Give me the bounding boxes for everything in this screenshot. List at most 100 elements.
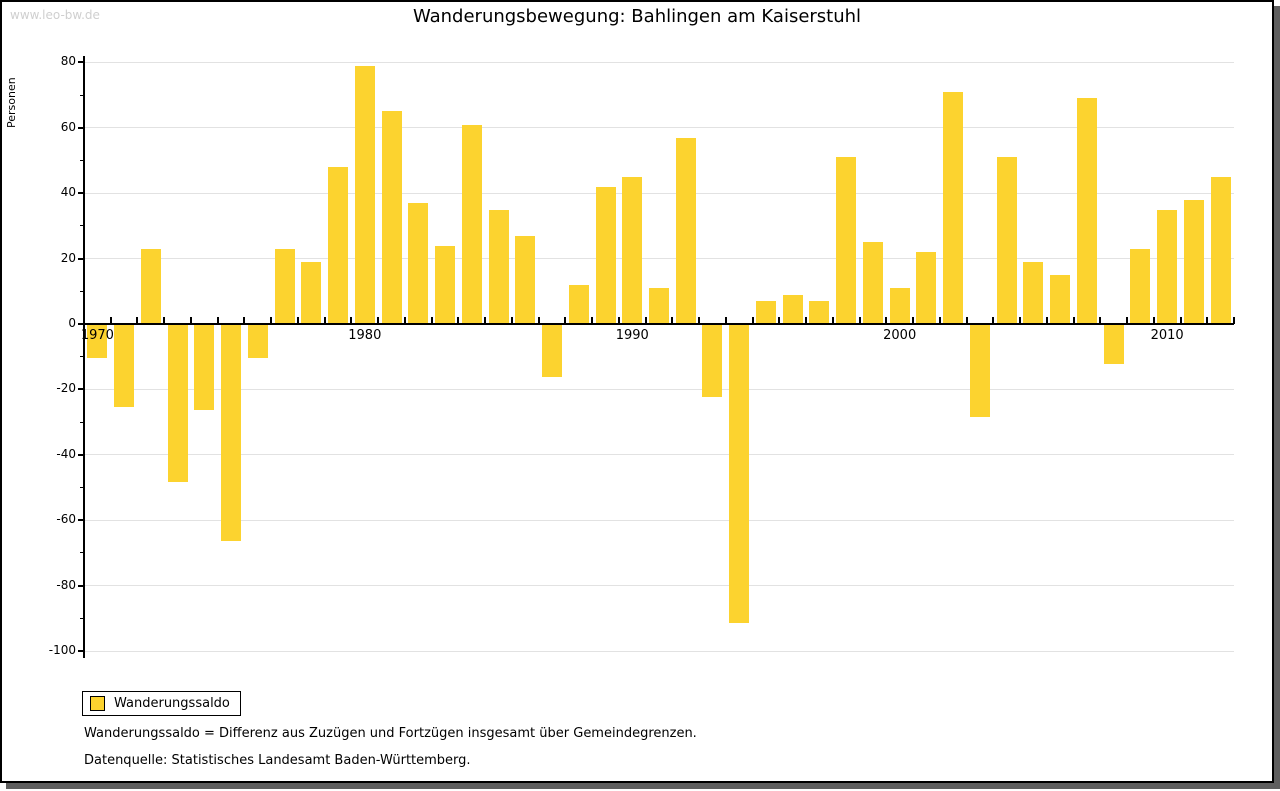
gridline-y--80: [84, 585, 1234, 587]
x-tick-26: [778, 317, 781, 324]
bar-1980: [354, 65, 375, 324]
bar-2008: [1103, 325, 1124, 365]
y-tick--40: [78, 453, 84, 456]
bar-1997: [809, 301, 830, 324]
bar-1970: [87, 325, 108, 358]
x-tick-30: [885, 317, 888, 324]
y-minor-tick--10: [80, 356, 84, 358]
y-tick-label-80: 80: [60, 54, 76, 69]
x-tick-17: [537, 317, 540, 324]
x-tick-42: [1206, 317, 1209, 324]
x-tick-19: [591, 317, 594, 324]
x-tick-41: [1179, 317, 1182, 324]
x-tick-8: [296, 317, 299, 324]
y-tick--20: [78, 388, 84, 391]
x-tick-label-2010: 2010: [1150, 328, 1184, 343]
gridline-y-80: [84, 61, 1234, 63]
x-tick-label-1980: 1980: [348, 328, 382, 343]
x-axis-zero-line: [84, 323, 1234, 325]
x-tick-25: [751, 317, 754, 324]
bar-1985: [488, 209, 509, 324]
watermark: www.leo-bw.de: [10, 8, 100, 22]
y-tick-label--100: -100: [48, 643, 76, 657]
bar-1975: [221, 325, 242, 541]
y-tick--100: [78, 650, 84, 652]
x-tick-39: [1126, 317, 1129, 324]
y-tick-label-40: 40: [60, 185, 76, 200]
y-minor-tick--90: [80, 617, 84, 619]
bar-1982: [408, 203, 429, 324]
y-tick-0: [78, 323, 84, 325]
gridline-y-20: [84, 258, 1234, 260]
x-tick-label-2000: 2000: [883, 328, 917, 343]
x-tick-16: [510, 317, 513, 324]
x-tick-24: [724, 317, 727, 324]
y-axis-line: [83, 56, 85, 658]
x-tick-40: [1152, 317, 1155, 324]
x-tick-38: [1099, 317, 1102, 324]
bar-2003: [969, 325, 990, 417]
gridline-y-40: [84, 192, 1234, 194]
y-tick-label--60: -60: [56, 512, 76, 527]
bar-1973: [167, 325, 188, 482]
bar-1999: [862, 242, 883, 324]
x-tick-3: [163, 317, 166, 324]
x-tick-2: [136, 317, 139, 324]
bar-1998: [836, 157, 857, 324]
y-tick-label-60: 60: [60, 119, 76, 134]
x-tick-18: [564, 317, 567, 324]
legend-label: Wanderungssaldo: [114, 696, 230, 711]
bar-1994: [729, 325, 750, 623]
x-tick-37: [1072, 317, 1075, 324]
footnote-definition: Wanderungssaldo = Differenz aus Zuzügen …: [84, 726, 697, 741]
x-tick-21: [644, 317, 647, 324]
y-minor-tick-10: [80, 290, 84, 292]
gridline-y-60: [84, 127, 1234, 129]
y-minor-tick--30: [80, 421, 84, 423]
bar-1987: [542, 325, 563, 378]
y-minor-tick-50: [80, 160, 84, 161]
x-tick-20: [617, 317, 620, 324]
bar-1984: [461, 124, 482, 324]
x-tick-9: [323, 317, 326, 324]
x-tick-14: [457, 317, 460, 324]
bar-1979: [328, 167, 349, 324]
x-tick-label-1990: 1990: [615, 328, 649, 343]
y-minor-tick-30: [80, 225, 84, 227]
bar-2001: [916, 252, 937, 324]
gridline-y--100: [84, 650, 1234, 652]
bar-2000: [889, 288, 910, 324]
bar-2005: [1023, 261, 1044, 324]
x-tick-6: [243, 317, 246, 324]
x-tick-29: [858, 317, 861, 324]
bar-1971: [114, 325, 135, 407]
footnote-source: Datenquelle: Statistisches Landesamt Bad…: [84, 753, 471, 768]
bar-1976: [247, 325, 268, 358]
bar-1972: [140, 248, 161, 324]
bar-2009: [1130, 248, 1151, 324]
x-tick-33: [965, 317, 968, 324]
bar-2011: [1183, 199, 1204, 324]
x-tick-0: [83, 317, 85, 324]
bar-1988: [568, 284, 589, 324]
bar-2010: [1157, 209, 1178, 324]
y-minor-tick--70: [80, 552, 84, 554]
gridline-y--40: [84, 454, 1234, 456]
bar-1991: [649, 288, 669, 324]
y-tick-label-20: 20: [60, 250, 76, 265]
x-tick-35: [1019, 317, 1022, 324]
x-tick-11: [377, 317, 380, 324]
bar-1992: [675, 137, 696, 324]
bar-1977: [274, 248, 295, 324]
bar-1974: [194, 325, 215, 411]
x-tick-12: [403, 317, 406, 324]
bar-1990: [622, 176, 643, 324]
bar-2007: [1076, 98, 1097, 324]
bar-1989: [595, 186, 616, 324]
x-tick-31: [912, 317, 915, 324]
y-tick-label-0: 0: [68, 316, 76, 330]
y-minor-tick-70: [80, 94, 84, 96]
gridline-y--20: [84, 388, 1234, 390]
x-tick-7: [270, 317, 273, 324]
